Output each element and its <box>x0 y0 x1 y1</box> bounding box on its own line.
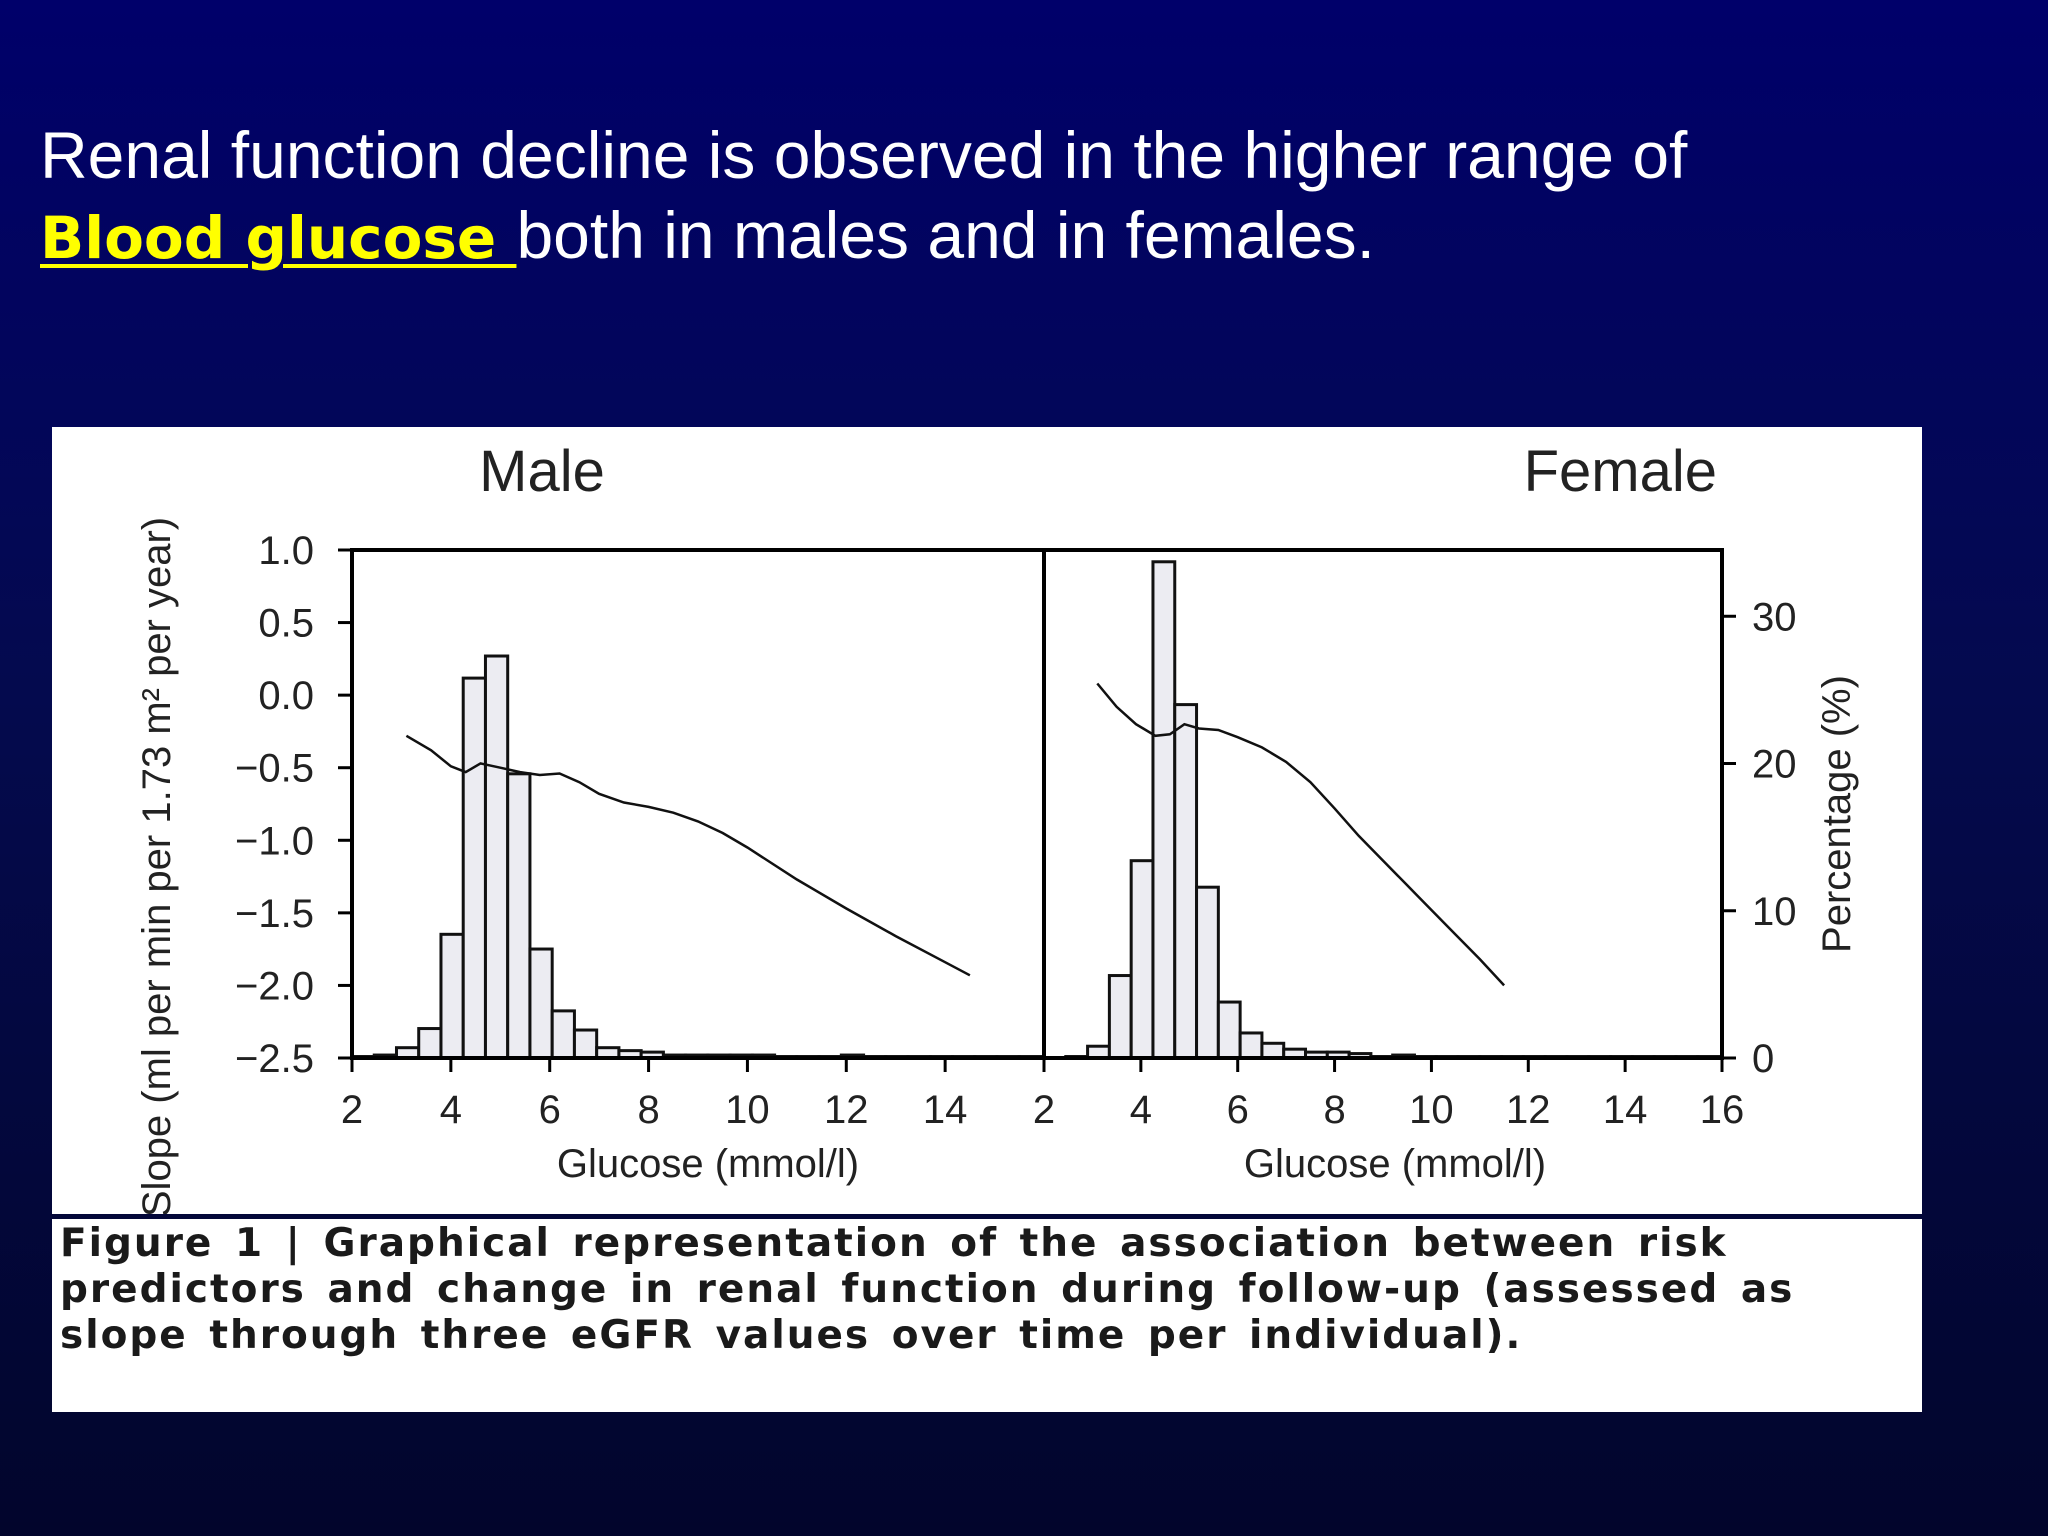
y2-tick-label: 0 <box>1752 1037 1774 1081</box>
female-plot-frame <box>1042 548 1724 1060</box>
panel-title-female: Female <box>1524 439 1717 504</box>
male-histogram-bar <box>506 772 532 1060</box>
female-histogram-bar <box>1129 859 1155 1060</box>
glucose-slope-chart: 2 4 6 8 10 12 14 Male Glucose (mmol/l) 1.0 0.5 0.0 −… <box>135 439 1859 1214</box>
y-tick-label: −1.0 <box>235 819 314 863</box>
x-tick-label: 8 <box>1323 1088 1345 1132</box>
female-histogram-bar <box>1216 1000 1242 1060</box>
x-tick-label: 14 <box>923 1088 968 1132</box>
x-tick-label: 4 <box>1130 1088 1152 1132</box>
headline-line-1: Renal function decline is observed in th… <box>40 118 1688 192</box>
y-axis-label: Slope (ml per min per 1.73 m² per year) <box>135 517 179 1214</box>
x-tick-label: 10 <box>1409 1088 1454 1132</box>
male-histogram-bar <box>550 1009 576 1060</box>
caption-panel: Figure 1 | Graphical representation of t… <box>52 1219 1922 1412</box>
x-tick-label: 2 <box>1033 1088 1055 1132</box>
histogram-bars <box>350 560 1722 1060</box>
x-tick-label: 2 <box>341 1088 363 1132</box>
x-tick-label: 14 <box>1603 1088 1648 1132</box>
x-tick-label: 4 <box>440 1088 462 1132</box>
chart-text: 2 4 6 8 10 12 14 Male Glucose (mmol/l) 1.0 0.5 0.0 −… <box>135 439 1859 1214</box>
female-histogram-bar <box>1173 703 1199 1060</box>
y-tick-label: −1.5 <box>235 892 314 936</box>
male-histogram-bar <box>439 932 465 1060</box>
male-histogram-bar <box>572 1028 599 1060</box>
y-tick-label: 0.5 <box>258 602 314 646</box>
male-histogram-bar <box>461 676 487 1060</box>
male-slope-curve <box>405 734 971 977</box>
y-tick-label: −2.0 <box>235 964 314 1008</box>
male-histogram-bar <box>483 654 510 1060</box>
male-x-axis-label: Glucose (mmol/l) <box>557 1142 859 1186</box>
x-tick-label: 12 <box>824 1088 869 1132</box>
female-histogram-bar <box>1107 974 1133 1060</box>
female-histogram-bar <box>1195 885 1220 1060</box>
x-tick-label: 12 <box>1506 1088 1551 1132</box>
y2-axis-label: Percentage (%) <box>1815 675 1859 953</box>
x-tick-label: 6 <box>1227 1088 1249 1132</box>
female-x-axis-label: Glucose (mmol/l) <box>1244 1142 1546 1186</box>
panel-title-male: Male <box>479 439 605 504</box>
headline-line-2: both in males and in females. <box>516 198 1375 272</box>
y-tick-label: 0.0 <box>258 674 314 718</box>
figure-caption: Figure 1 | Graphical representation of t… <box>60 1221 1795 1358</box>
y2-tick-label: 10 <box>1752 890 1797 934</box>
x-tick-label: 8 <box>637 1088 659 1132</box>
y-tick-label: −0.5 <box>235 747 314 791</box>
plot-frames <box>350 548 1724 1060</box>
x-tick-label: 10 <box>725 1088 770 1132</box>
axis-ticks <box>338 548 1736 1072</box>
y-tick-label: −2.5 <box>235 1037 314 1081</box>
y-tick-label: 1.0 <box>258 529 314 573</box>
y2-tick-label: 30 <box>1752 595 1797 639</box>
female-histogram-bar <box>1151 560 1177 1060</box>
headline-highlight: Blood glucose <box>40 204 517 272</box>
female-histogram-bar <box>1260 1041 1286 1060</box>
x-tick-label: 6 <box>539 1088 561 1132</box>
slide-headline: Renal function decline is observed in th… <box>40 115 1940 278</box>
x-tick-label: 16 <box>1700 1088 1745 1132</box>
y2-tick-label: 20 <box>1752 743 1797 787</box>
male-histogram-bar <box>417 1027 443 1060</box>
female-slope-curve <box>1096 682 1506 987</box>
slope-curves <box>405 682 1506 987</box>
female-histogram-bar <box>1238 1031 1264 1060</box>
figure-panel: 2 4 6 8 10 12 14 Male Glucose (mmol/l) 1.0 0.5 0.0 −… <box>52 427 1922 1214</box>
male-histogram-bar <box>528 947 554 1060</box>
